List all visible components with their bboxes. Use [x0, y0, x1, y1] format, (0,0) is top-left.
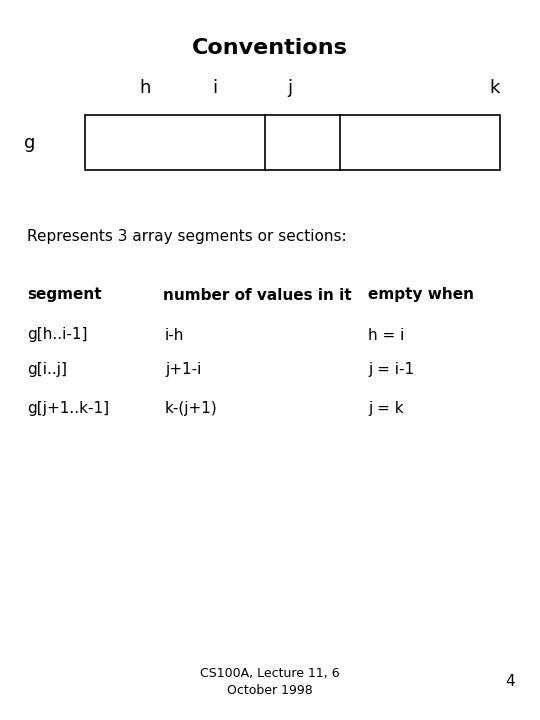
Text: g: g: [24, 134, 36, 152]
Text: g[j+1..k-1]: g[j+1..k-1]: [27, 400, 109, 415]
Text: j: j: [287, 79, 293, 97]
Text: k: k: [490, 79, 500, 97]
Text: g[i..j]: g[i..j]: [27, 362, 67, 377]
Text: Conventions: Conventions: [192, 38, 348, 58]
Text: segment: segment: [27, 287, 102, 302]
Text: j+1-i: j+1-i: [165, 362, 201, 377]
Text: CS100A, Lecture 11, 6
October 1998: CS100A, Lecture 11, 6 October 1998: [200, 667, 340, 697]
Text: g[h..i-1]: g[h..i-1]: [27, 328, 87, 343]
Text: empty when: empty when: [368, 287, 474, 302]
Text: Represents 3 array segments or sections:: Represents 3 array segments or sections:: [27, 230, 347, 245]
Text: k-(j+1): k-(j+1): [165, 400, 218, 415]
Text: i: i: [212, 79, 218, 97]
Text: number of values in it: number of values in it: [163, 287, 352, 302]
Bar: [85, 115, 500, 170]
Text: h = i: h = i: [368, 328, 404, 343]
Text: j = k: j = k: [368, 400, 403, 415]
Text: j = i-1: j = i-1: [368, 362, 414, 377]
Text: h: h: [139, 79, 151, 97]
Text: i-h: i-h: [165, 328, 184, 343]
Text: 4: 4: [505, 675, 515, 690]
